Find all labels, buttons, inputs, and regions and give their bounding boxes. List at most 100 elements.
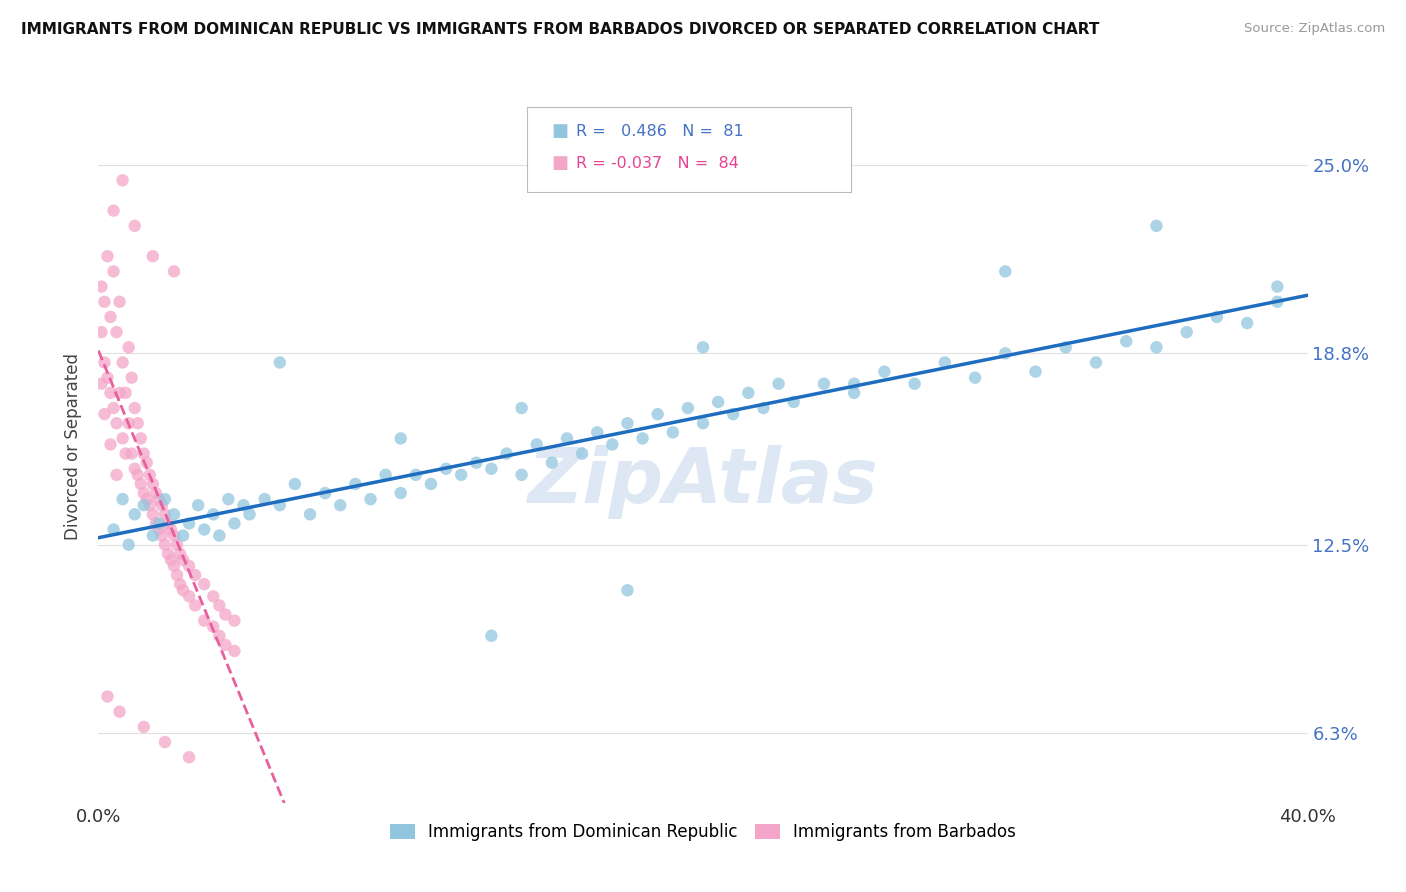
Point — [160, 553, 183, 567]
Point — [139, 498, 162, 512]
Point — [661, 425, 683, 440]
Point — [239, 508, 262, 522]
Point — [232, 498, 254, 512]
Point — [873, 365, 896, 379]
Point — [1206, 310, 1229, 324]
Point — [100, 310, 122, 324]
Point — [142, 528, 165, 542]
Point — [692, 416, 714, 430]
Text: ■: ■ — [551, 154, 568, 172]
Point — [1024, 365, 1046, 379]
Point — [156, 547, 179, 561]
Point — [129, 477, 152, 491]
Point — [153, 538, 176, 552]
Point — [202, 620, 225, 634]
Point — [994, 346, 1017, 360]
Point — [193, 523, 215, 537]
Point — [224, 516, 246, 531]
Point — [284, 477, 307, 491]
Text: R = -0.037   N =  84: R = -0.037 N = 84 — [576, 156, 740, 170]
Point — [142, 477, 165, 491]
Point — [224, 644, 246, 658]
Point — [145, 516, 167, 531]
Point — [150, 498, 173, 512]
Point — [179, 516, 201, 531]
Point — [90, 279, 112, 293]
Point — [616, 583, 638, 598]
Point — [1267, 294, 1289, 309]
Point — [124, 219, 146, 233]
Point — [121, 370, 143, 384]
Point — [179, 750, 201, 764]
Point — [299, 508, 322, 522]
Point — [540, 456, 562, 470]
Point — [202, 508, 225, 522]
Point — [1085, 355, 1108, 369]
Point — [132, 720, 155, 734]
Point — [163, 508, 186, 522]
Text: R =   0.486   N =  81: R = 0.486 N = 81 — [576, 124, 744, 138]
Point — [169, 547, 191, 561]
Point — [450, 467, 472, 482]
Point — [1267, 279, 1289, 293]
Point — [344, 477, 367, 491]
Point — [124, 462, 146, 476]
Point — [184, 568, 207, 582]
Point — [93, 294, 115, 309]
Text: ■: ■ — [551, 122, 568, 140]
Point — [187, 498, 209, 512]
Point — [208, 599, 231, 613]
Point — [1236, 316, 1258, 330]
Point — [103, 401, 125, 415]
Legend: Immigrants from Dominican Republic, Immigrants from Barbados: Immigrants from Dominican Republic, Immi… — [384, 817, 1022, 848]
Point — [965, 370, 987, 384]
Point — [129, 431, 152, 445]
Point — [374, 467, 396, 482]
Point — [132, 447, 155, 461]
Point — [217, 492, 239, 507]
Point — [103, 264, 125, 278]
Point — [148, 523, 170, 537]
Point — [707, 395, 730, 409]
Point — [142, 249, 165, 263]
Point — [118, 538, 141, 552]
Point — [179, 590, 201, 604]
Point — [214, 638, 236, 652]
Point — [96, 690, 118, 704]
Point — [153, 508, 176, 522]
Point — [163, 558, 186, 573]
Point — [692, 340, 714, 354]
Point — [156, 516, 179, 531]
Point — [184, 599, 207, 613]
Point — [1144, 340, 1167, 354]
Point — [389, 431, 412, 445]
Point — [723, 407, 745, 421]
Point — [121, 447, 143, 461]
Point — [93, 407, 115, 421]
Point — [90, 376, 112, 391]
Point — [111, 355, 134, 369]
Point — [526, 437, 548, 451]
Point — [904, 376, 927, 391]
Point — [132, 486, 155, 500]
Point — [135, 492, 157, 507]
Y-axis label: Divorced or Separated: Divorced or Separated — [65, 352, 83, 540]
Point — [208, 629, 231, 643]
Point — [571, 447, 593, 461]
Point — [208, 528, 231, 542]
Point — [813, 376, 835, 391]
Point — [481, 462, 503, 476]
Text: ZipAtlas: ZipAtlas — [527, 445, 879, 518]
Text: IMMIGRANTS FROM DOMINICAN REPUBLIC VS IMMIGRANTS FROM BARBADOS DIVORCED OR SEPAR: IMMIGRANTS FROM DOMINICAN REPUBLIC VS IM… — [21, 22, 1099, 37]
Point — [142, 508, 165, 522]
Point — [93, 355, 115, 369]
Point — [145, 486, 167, 500]
Point — [172, 553, 194, 567]
Point — [1115, 334, 1137, 349]
Point — [127, 416, 149, 430]
Point — [169, 577, 191, 591]
Point — [616, 416, 638, 430]
Point — [108, 385, 131, 400]
Point — [148, 516, 170, 531]
Point — [510, 467, 533, 482]
